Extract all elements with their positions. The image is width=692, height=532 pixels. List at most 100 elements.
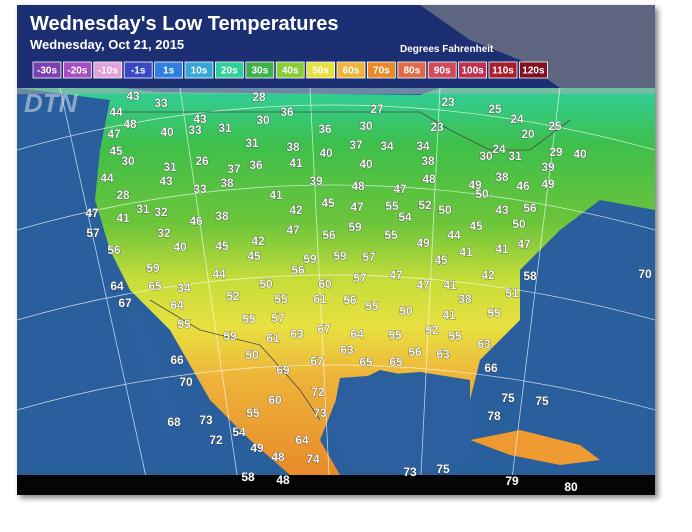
- legend-swatch: [427, 61, 457, 79]
- temperature: 50: [259, 277, 273, 291]
- temperature: 41: [443, 278, 457, 292]
- temperature: 64: [295, 433, 309, 447]
- temperature: 49: [468, 178, 482, 192]
- temperature: 55: [365, 299, 379, 313]
- temperature: 40: [160, 125, 174, 139]
- legend-swatch: [397, 61, 427, 79]
- temperature: 47: [350, 200, 364, 214]
- temperature: 37: [349, 138, 363, 152]
- temperature: 48: [422, 172, 436, 186]
- temperature: 55: [384, 228, 398, 242]
- temperature: 38: [215, 209, 229, 223]
- temperature: 36: [249, 158, 263, 172]
- legend-label: 10s: [191, 66, 208, 77]
- temperature: 65: [389, 355, 403, 369]
- temperature: 30: [359, 119, 373, 133]
- legend-swatch: [63, 61, 92, 79]
- temperature: 70: [179, 375, 193, 389]
- units: Degrees Fahrenheit: [400, 44, 494, 55]
- temperature: 57: [362, 250, 376, 264]
- temperature: 40: [359, 157, 373, 171]
- legend-swatch: [366, 61, 396, 79]
- temperature: 78: [487, 409, 501, 423]
- temperature: 32: [154, 205, 168, 219]
- temperature: 47: [517, 237, 531, 251]
- temperature: 31: [136, 202, 150, 216]
- legend-swatch: [123, 61, 153, 79]
- temperature: 43: [193, 112, 207, 126]
- temperature: 69: [276, 363, 290, 377]
- temperature: 54: [398, 210, 412, 224]
- temperature: 75: [436, 462, 450, 476]
- temperature: 63: [290, 327, 304, 341]
- temperature: 36: [318, 122, 332, 136]
- temperature: 48: [271, 450, 285, 464]
- temperature: 64: [110, 279, 124, 293]
- legend-label: -10s: [98, 66, 118, 77]
- temperature: 38: [286, 140, 300, 154]
- borders: [110, 111, 571, 421]
- temperature: 24: [492, 142, 506, 156]
- legend-swatch: [32, 61, 62, 79]
- land: [17, 88, 655, 475]
- legend-swatch: [488, 61, 518, 79]
- temperature: 39: [541, 160, 555, 174]
- temperature: 55: [274, 292, 288, 306]
- temperature: 50: [399, 304, 413, 318]
- temperature: 42: [481, 268, 495, 282]
- subtitle: Wednesday, Oct 21, 2015: [30, 37, 184, 52]
- temperature: 75: [535, 394, 549, 408]
- legend-label: 120s: [522, 66, 545, 77]
- temperature: 63: [477, 337, 491, 351]
- temperature: 44: [447, 228, 461, 242]
- temperature: 59: [333, 249, 347, 263]
- legend-swatch: [184, 61, 214, 79]
- temperature: 61: [266, 331, 280, 345]
- temperature: 40: [173, 240, 187, 254]
- temperature: 72: [209, 433, 223, 447]
- temperature: 57: [353, 271, 367, 285]
- temperature: 56: [343, 293, 357, 307]
- temperature: 55: [246, 406, 260, 420]
- temperature: 49: [541, 177, 555, 191]
- gulf-of-california: [130, 300, 180, 440]
- temperature: 38: [495, 170, 509, 184]
- temperature: 73: [313, 406, 327, 420]
- legend-label: 40s: [282, 66, 299, 77]
- temperature: 25: [548, 119, 562, 133]
- legend-swatch: [214, 61, 244, 79]
- legend-label: 20s: [221, 66, 238, 77]
- temperature: 79: [505, 474, 519, 488]
- legend-label: 1s: [163, 66, 175, 77]
- temperature: 24: [510, 112, 524, 126]
- temperature: 44: [100, 171, 114, 185]
- graticule: [16, 87, 656, 496]
- temperature: 30: [479, 149, 493, 163]
- temperature: 75: [501, 391, 515, 405]
- temperature: 39: [309, 174, 323, 188]
- temperature: 33: [193, 182, 207, 196]
- temperature: 30: [256, 113, 270, 127]
- temperature: 54: [232, 425, 246, 439]
- temperature: 45: [321, 196, 335, 210]
- temperature: 59: [348, 220, 362, 234]
- legend-swatch: [458, 61, 488, 79]
- temperature: 34: [416, 139, 430, 153]
- temperature: 32: [157, 226, 171, 240]
- temperature: 31: [218, 121, 232, 135]
- temperature: 64: [170, 298, 184, 312]
- temperature: 28: [116, 188, 130, 202]
- temperature: 55: [242, 312, 256, 326]
- temperature: 64: [350, 327, 364, 341]
- temperature: 67: [317, 322, 331, 336]
- temperature: 43: [159, 174, 173, 188]
- temperature: 59: [146, 261, 160, 275]
- legend-label: 70s: [373, 66, 390, 77]
- temperature: 47: [393, 182, 407, 196]
- temperature: 41: [442, 308, 456, 322]
- legend-label: 80s: [403, 66, 420, 77]
- temperature: 48: [276, 473, 290, 487]
- temperature: 56: [523, 201, 537, 215]
- temperature: 38: [220, 176, 234, 190]
